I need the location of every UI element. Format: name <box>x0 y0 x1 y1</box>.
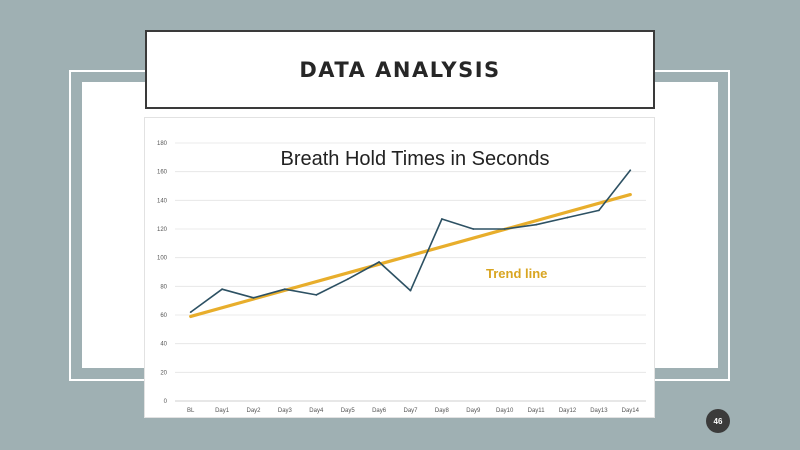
x-tick-label: Day11 <box>528 408 546 414</box>
x-tick-label: Day10 <box>496 408 514 414</box>
data-point <box>598 209 600 212</box>
trend-line-label: Trend line <box>486 266 547 281</box>
chart-area: Breath Hold Times in Seconds 0 20 40 60 80 10… <box>144 117 655 418</box>
data-point <box>409 289 412 292</box>
x-tick-label: Day4 <box>309 408 324 414</box>
x-tick-label: BL <box>187 408 195 414</box>
y-tick-label: 40 <box>160 342 167 348</box>
page-number-badge: 46 <box>706 409 730 433</box>
x-tick-label: Day7 <box>403 408 418 414</box>
x-tick-label: Day3 <box>278 408 293 414</box>
data-point <box>346 278 349 281</box>
x-tick-label: Day8 <box>435 408 450 414</box>
data-point <box>252 296 255 299</box>
x-tick-label: Day9 <box>466 408 481 414</box>
data-point <box>629 169 632 172</box>
y-tick-label: 20 <box>160 370 167 376</box>
data-point <box>566 216 569 219</box>
data-point <box>378 261 380 263</box>
slide-title-box: DATA ANALYSIS <box>145 30 655 109</box>
y-tick-label: 140 <box>157 198 168 204</box>
y-tick-label: 180 <box>157 141 168 147</box>
slide-title: DATA ANALYSIS <box>299 57 501 82</box>
x-tick-label: Day12 <box>559 408 577 414</box>
x-tick-label: Day14 <box>622 408 640 414</box>
chart-title: Breath Hold Times in Seconds <box>280 148 549 170</box>
data-point <box>503 228 506 230</box>
y-tick-label: 160 <box>157 170 168 176</box>
x-tick-label: Day1 <box>215 408 230 414</box>
y-tick-label: 100 <box>157 256 168 262</box>
x-tick-label: Day6 <box>372 408 387 414</box>
data-point <box>189 311 192 314</box>
data-point <box>441 218 443 220</box>
data-point <box>221 288 223 291</box>
y-tick-label: 0 <box>164 399 168 405</box>
y-tick-label: 60 <box>160 313 167 319</box>
trend-line <box>189 192 632 319</box>
data-point <box>315 294 318 296</box>
line-chart: Breath Hold Times in Seconds 0 20 40 60 80 10… <box>157 141 646 414</box>
x-tick-label: Day13 <box>590 408 608 414</box>
data-point <box>472 228 475 230</box>
y-tick-label: 80 <box>160 284 167 290</box>
data-point <box>535 223 537 226</box>
data-point <box>284 288 286 291</box>
x-tick-label: Day2 <box>246 408 261 414</box>
x-tick-label: Day5 <box>341 408 356 414</box>
y-tick-label: 120 <box>157 227 168 233</box>
